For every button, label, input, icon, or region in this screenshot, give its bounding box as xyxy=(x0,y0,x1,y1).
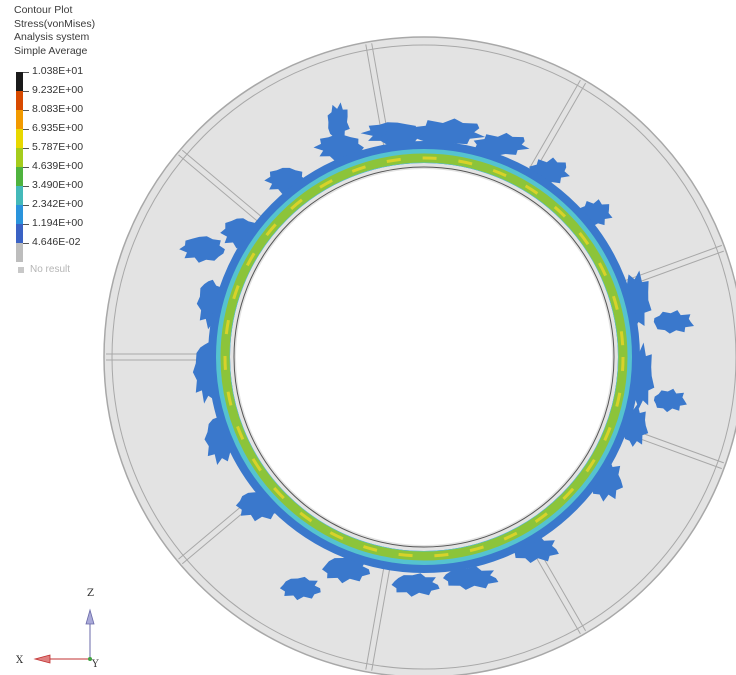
legend-swatch xyxy=(16,243,23,262)
inner-bore-edge xyxy=(233,166,615,548)
legend-swatch xyxy=(16,186,23,205)
legend-tick xyxy=(23,167,29,168)
legend-averaging: Simple Average xyxy=(14,44,88,57)
segment-divider xyxy=(178,154,273,234)
legend-level: 2.342E+00 xyxy=(14,198,134,224)
legend-level: 6.935E+00 xyxy=(14,122,134,148)
stress-patch xyxy=(327,102,350,141)
legend-tick xyxy=(23,148,29,149)
segment-divider xyxy=(607,244,722,288)
legend-value: 9.232E+00 xyxy=(32,84,84,96)
legend-level: 1.038E+01 xyxy=(14,65,134,91)
legend-level: 4.646E-02 xyxy=(14,236,134,262)
stress-patch xyxy=(179,236,225,263)
legend-tick xyxy=(23,72,29,73)
inner-bore xyxy=(236,169,612,545)
legend-value: 5.787E+00 xyxy=(32,141,84,153)
band-yellow xyxy=(223,156,625,558)
segment-divider xyxy=(365,549,388,670)
legend-swatch xyxy=(16,110,23,129)
y-axis-label: Y xyxy=(91,659,99,670)
legend-level: 9.232E+00 xyxy=(14,84,134,110)
legend-system: Analysis system xyxy=(14,31,90,43)
outer-ring-inner-edge xyxy=(111,44,736,670)
legend-title: Contour Plot xyxy=(14,4,73,16)
segment-divider xyxy=(518,79,581,187)
legend-level: 1.194E+00 xyxy=(14,217,134,243)
stress-patch xyxy=(279,576,321,601)
legend-tick xyxy=(23,129,29,130)
stress-patch xyxy=(653,310,694,334)
legend-tick xyxy=(23,91,29,92)
segment-divider xyxy=(365,44,388,165)
legend-value: 6.935E+00 xyxy=(32,122,84,134)
outer-ring-edge xyxy=(103,36,736,675)
stress-patch xyxy=(473,132,530,156)
legend-level: 3.490E+00 xyxy=(14,179,134,205)
legend-value: 4.639E+00 xyxy=(32,160,84,172)
legend-swatch xyxy=(16,224,23,243)
x-arrow-icon xyxy=(33,654,51,664)
legend-subtitle: Stress(vonMises) xyxy=(14,17,96,30)
stress-patch xyxy=(322,555,371,584)
legend-tick xyxy=(23,110,29,111)
legend-tick xyxy=(23,205,29,206)
stress-patch xyxy=(391,573,440,597)
legend-swatch xyxy=(16,148,23,167)
no-result-swatch xyxy=(18,267,24,273)
axis-triad: Z X Y xyxy=(16,588,99,670)
legend-value: 1.038E+01 xyxy=(32,65,84,77)
z-arrow-icon xyxy=(85,608,95,625)
stress-patch xyxy=(443,566,499,590)
legend-level: 4.639E+00 xyxy=(14,160,134,186)
segment-divider xyxy=(371,550,394,671)
legend-value: 1.194E+00 xyxy=(32,217,84,229)
legend-swatch xyxy=(16,205,23,224)
z-axis-label: Z xyxy=(87,588,94,599)
y-axis-dot xyxy=(88,657,92,661)
legend-value: 2.342E+00 xyxy=(32,198,84,210)
legend-value: 3.490E+00 xyxy=(32,179,84,191)
stress-patch xyxy=(653,388,687,413)
legend-level: 8.083E+00 xyxy=(14,103,134,129)
legend-value: 8.083E+00 xyxy=(32,103,84,115)
legend-value: 4.646E-02 xyxy=(32,236,81,248)
contact-band xyxy=(208,141,640,573)
legend-tick xyxy=(23,186,29,187)
segment-divider xyxy=(181,149,277,230)
legend-swatch xyxy=(16,91,23,110)
stress-patch xyxy=(380,127,420,146)
stress-patch xyxy=(410,118,486,146)
legend-swatch xyxy=(16,72,23,91)
no-result-label: No result xyxy=(30,264,71,275)
legend-swatch xyxy=(16,129,23,148)
x-axis-label: X xyxy=(16,655,24,666)
legend-level: 5.787E+00 xyxy=(14,141,134,167)
legend-tick xyxy=(23,224,29,225)
legend-swatch xyxy=(16,167,23,186)
legend-header: Contour Plot Stress(vonMises) Analysis s… xyxy=(14,4,95,58)
legend-tick xyxy=(23,243,29,244)
